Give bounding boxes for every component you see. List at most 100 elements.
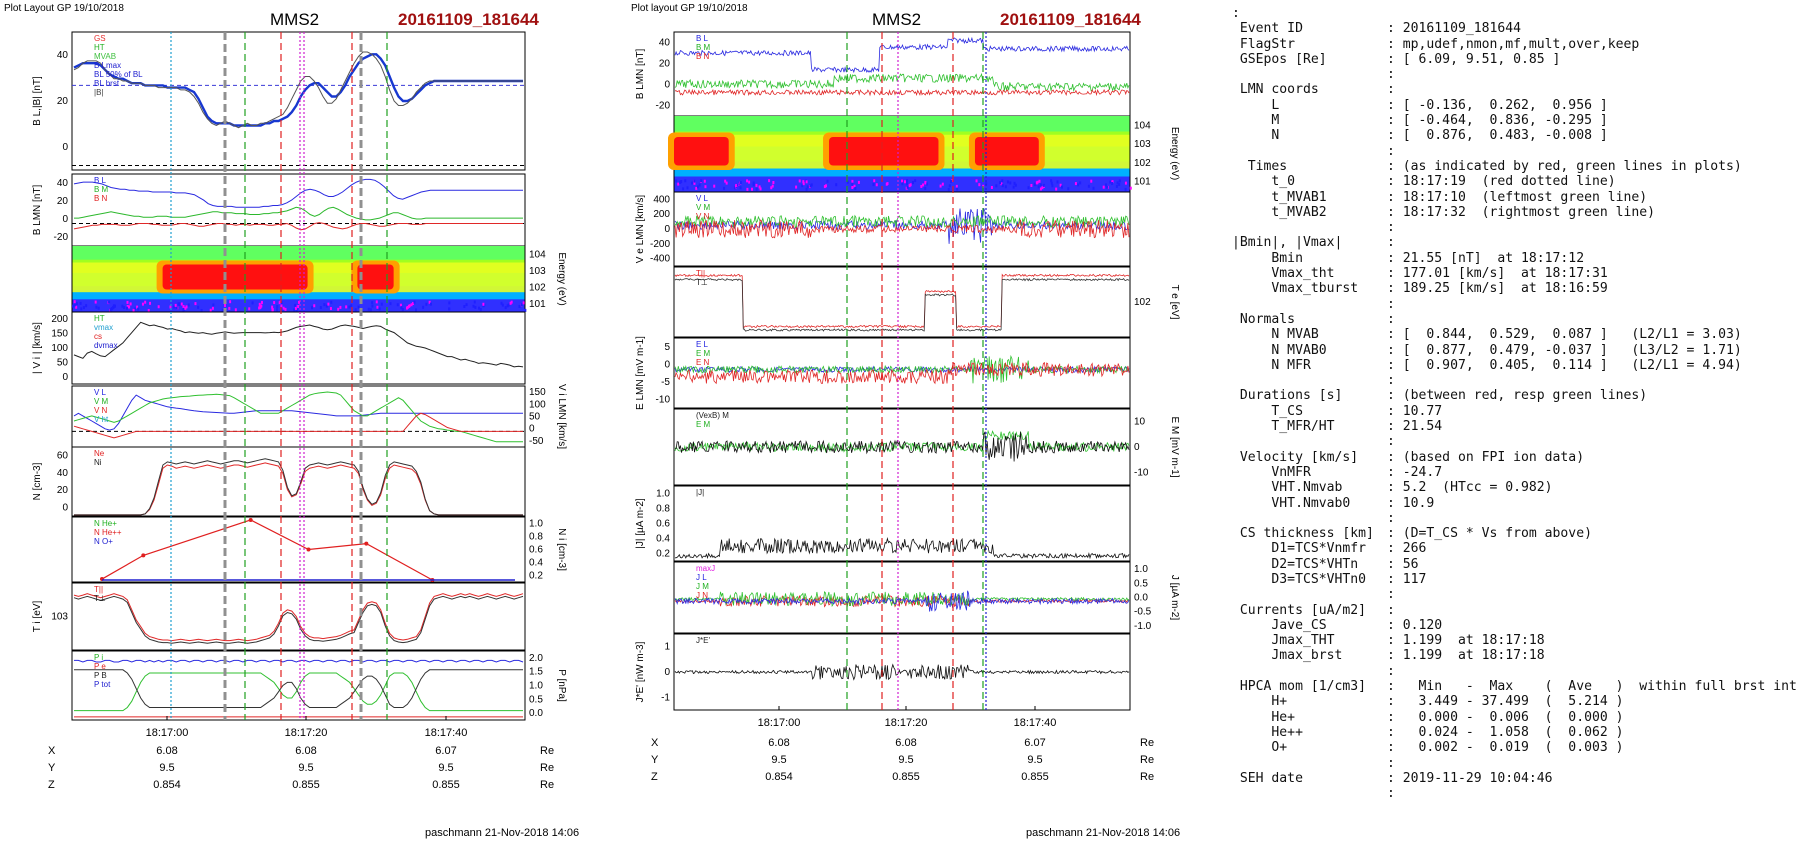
data-series xyxy=(73,51,523,129)
spectrogram-noise xyxy=(319,306,322,310)
info-row: O+: 0.002 - 0.019 ( 0.003 ) xyxy=(1232,740,1797,755)
spectrogram-noise xyxy=(1077,183,1080,187)
info-value: : 5.2 (HTcc = 0.982) xyxy=(1387,480,1553,496)
coord-unit: Re xyxy=(540,762,554,774)
spectrogram-noise xyxy=(691,181,694,185)
spectrogram-noise xyxy=(924,186,927,190)
info-row: Jmax_brst: 1.199 at 18:17:18 xyxy=(1232,648,1797,663)
data-series xyxy=(674,72,1130,93)
event-title: 20161109_181644 xyxy=(398,10,539,29)
y-tick-label: 103 xyxy=(51,612,68,623)
y-tick-label: 0.4 xyxy=(529,558,543,569)
coord-value: 0.854 xyxy=(765,771,793,783)
spectrogram-noise xyxy=(925,182,928,186)
spectrogram-noise xyxy=(684,179,687,183)
legend-entry: J*E' xyxy=(696,636,710,645)
info-row: VnMFR: -24.7 xyxy=(1232,465,1797,480)
spectrogram-noise xyxy=(1001,184,1004,188)
panel-frame xyxy=(673,561,1131,634)
panel-frame xyxy=(71,650,526,721)
spectrogram-noise xyxy=(739,186,742,190)
spectrogram-noise xyxy=(1111,180,1114,184)
spectrogram-noise xyxy=(500,301,503,305)
spectrogram-noise xyxy=(677,182,680,186)
spectrogram-band xyxy=(72,252,525,260)
spectrogram-hot xyxy=(162,264,308,290)
spectrogram-noise xyxy=(920,184,923,188)
spectrogram-noise xyxy=(79,301,82,305)
legend-entry: cs xyxy=(94,332,102,341)
y-axis-label: V i LMN [km/s] xyxy=(556,384,567,449)
spectrogram-noise xyxy=(248,307,251,311)
info-value: : (based on FPI ion data) xyxy=(1387,449,1585,465)
spectrogram-noise xyxy=(1039,183,1042,187)
info-key: O+ xyxy=(1232,740,1288,756)
spectrogram-noise xyxy=(463,305,466,309)
info-row: : xyxy=(1232,587,1797,602)
y-tick-label: 0 xyxy=(62,502,68,513)
panel-frame xyxy=(673,266,1131,338)
spectrogram-noise xyxy=(1055,187,1058,191)
spectrogram-noise xyxy=(851,185,854,189)
legend-entry: B L xyxy=(94,176,107,185)
info-key: M xyxy=(1232,113,1280,129)
legend-entry: P B xyxy=(94,671,107,680)
data-series xyxy=(74,458,523,516)
spectrogram-noise xyxy=(180,302,183,306)
coord-value: 9.5 xyxy=(771,754,786,766)
spectrogram-noise xyxy=(723,186,726,190)
y-axis-label: V e LMN [km/s] xyxy=(635,195,646,264)
info-value: : 20161109_181644 xyxy=(1387,21,1522,37)
spectrogram-noise xyxy=(985,182,988,186)
spectrogram-noise xyxy=(875,183,878,187)
y-tick-label: 0 xyxy=(62,372,68,383)
spectrogram-noise xyxy=(212,303,215,307)
data-series xyxy=(73,412,523,439)
spectrogram-noise xyxy=(413,300,416,304)
data-series xyxy=(674,36,1130,74)
y-tick-label: 102 xyxy=(1134,297,1151,308)
panel-rte xyxy=(673,266,1131,338)
spectrogram-noise xyxy=(758,185,761,189)
info-row: He+: 0.000 - 0.006 ( 0.000 ) xyxy=(1232,710,1797,725)
y-axis-label: P [nPa] xyxy=(556,669,567,702)
legend-entry: J M xyxy=(696,582,709,591)
y-tick-label: 0 xyxy=(1134,442,1140,453)
info-row: Currents [uA/m2]: xyxy=(1232,603,1797,618)
info-key: HPCA mom [1/cm3] xyxy=(1232,679,1367,695)
data-series xyxy=(674,590,1130,612)
y-axis-label: J [µA m-2] xyxy=(1169,575,1180,620)
y-axis-label: N i [cm-3] xyxy=(556,528,567,571)
spectrogram-noise xyxy=(350,304,353,308)
legend-entry: V M xyxy=(696,203,711,212)
data-series xyxy=(674,361,1130,385)
spectrogram-band xyxy=(674,123,1130,132)
spectrogram-noise xyxy=(704,185,707,189)
info-value: : xyxy=(1387,373,1395,389)
spectrogram-noise xyxy=(345,305,348,309)
info-value: : 177.01 [km/s] at 18:17:31 xyxy=(1387,266,1608,282)
info-value: : xyxy=(1387,235,1395,251)
data-point xyxy=(141,553,146,558)
y-tick-label: 0 xyxy=(664,80,670,91)
y-tick-label: -50 xyxy=(529,436,544,447)
panel-frame xyxy=(71,385,526,448)
spectrogram-noise xyxy=(507,303,510,307)
info-value: : xyxy=(1387,82,1395,98)
info-row: |Bmin|, |Vmax|: xyxy=(1232,235,1797,250)
panel-p xyxy=(71,650,526,721)
spectrogram-noise xyxy=(260,300,263,304)
spectrogram-noise xyxy=(157,305,160,309)
info-row: D3=TCS*VHTn0: 117 xyxy=(1232,572,1797,587)
y-tick-label: 40 xyxy=(57,468,69,479)
legend-entry: Ni xyxy=(94,458,102,467)
coord-value: 6.08 xyxy=(295,745,316,757)
spectrogram-noise xyxy=(1012,185,1015,189)
info-value: : xyxy=(1387,786,1395,802)
coord-value: 9.5 xyxy=(898,754,913,766)
spectrogram-noise xyxy=(911,181,914,185)
data-series xyxy=(73,178,523,208)
spectrogram-noise xyxy=(1118,182,1121,186)
data-series xyxy=(73,593,524,642)
coord-value: 9.5 xyxy=(298,762,313,774)
